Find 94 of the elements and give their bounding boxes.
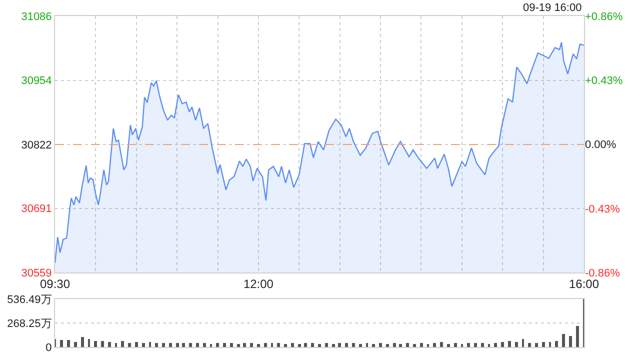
bar [535, 343, 538, 347]
bar [60, 340, 63, 347]
bar [203, 343, 206, 347]
y-tick-label: 31086 [21, 10, 52, 23]
bar [311, 343, 314, 347]
bar [576, 326, 579, 347]
bar [128, 343, 131, 347]
y-tick-label: 30559 [21, 267, 52, 280]
bar [413, 344, 416, 347]
bar [447, 344, 450, 347]
bar [406, 343, 409, 347]
bar [169, 343, 172, 347]
bar [88, 339, 90, 347]
bar [386, 344, 389, 347]
bar [528, 343, 531, 347]
bar [94, 341, 97, 347]
bar [332, 344, 335, 347]
bar [494, 343, 497, 347]
bar [549, 342, 551, 347]
bar [325, 343, 328, 347]
y-tick-label: 30954 [21, 75, 52, 88]
x-tick-label: 09:30 [40, 276, 70, 291]
bar [243, 343, 246, 347]
bar [454, 343, 457, 347]
bar [501, 342, 504, 347]
bar [508, 341, 511, 347]
y-tick-label: 0 [46, 342, 52, 354]
bar [352, 343, 355, 347]
bar [488, 344, 490, 347]
bar [142, 343, 145, 347]
bar [115, 343, 117, 347]
bar [108, 342, 111, 347]
bar [67, 340, 70, 347]
bar [562, 334, 565, 347]
bar [223, 343, 226, 347]
bar [182, 343, 185, 347]
bar [135, 342, 138, 347]
y2-tick-label: -0.86% [585, 267, 620, 280]
y2-tick-label: 0.00% [585, 139, 616, 152]
bar [393, 343, 396, 347]
bar [101, 341, 104, 347]
bar [230, 343, 233, 347]
y-tick-label: 268.25万 [7, 318, 52, 330]
bar [474, 343, 477, 347]
bar [257, 344, 260, 347]
bar [189, 343, 192, 347]
bar [569, 336, 572, 347]
bar [298, 344, 301, 347]
bar [216, 343, 219, 347]
bar [155, 343, 158, 347]
bar [284, 344, 287, 347]
bar [237, 344, 240, 347]
bar [277, 343, 280, 347]
y-tick-label: 30691 [21, 203, 52, 216]
bar [522, 339, 524, 347]
bar [366, 343, 368, 347]
bar [461, 344, 463, 347]
bar [210, 344, 212, 347]
y2-tick-label: +0.86% [585, 10, 623, 23]
bar [250, 343, 253, 347]
bar [304, 343, 307, 347]
bar [467, 343, 470, 347]
y2-tick-label: +0.43% [585, 74, 623, 87]
bar [542, 342, 545, 347]
bar [264, 343, 267, 347]
bar [420, 343, 423, 347]
bar [440, 342, 443, 347]
text: 09-19 16:00 [523, 2, 582, 14]
bar [291, 343, 294, 347]
bar [433, 343, 436, 347]
bar [427, 344, 429, 347]
bar [338, 343, 341, 347]
bar [359, 344, 362, 347]
bar [149, 342, 151, 347]
y-tick-label: 536.49万 [7, 294, 52, 306]
bar [121, 341, 124, 347]
bar [379, 343, 382, 347]
bar [345, 343, 348, 347]
x-tick-label: 16:00 [568, 276, 600, 291]
bar [162, 343, 165, 347]
bar [318, 344, 321, 347]
bar [196, 343, 199, 347]
bar [372, 344, 375, 347]
y2-tick-label: -0.43% [585, 203, 620, 216]
bar [515, 342, 518, 347]
bar [81, 337, 84, 347]
x-tick-label: 12:00 [243, 276, 274, 291]
bar [555, 341, 558, 347]
bar [399, 344, 402, 347]
bar [271, 343, 273, 347]
bar [176, 343, 179, 347]
y-tick-label: 30822 [21, 139, 52, 152]
bar [481, 343, 484, 347]
bar [74, 342, 77, 347]
